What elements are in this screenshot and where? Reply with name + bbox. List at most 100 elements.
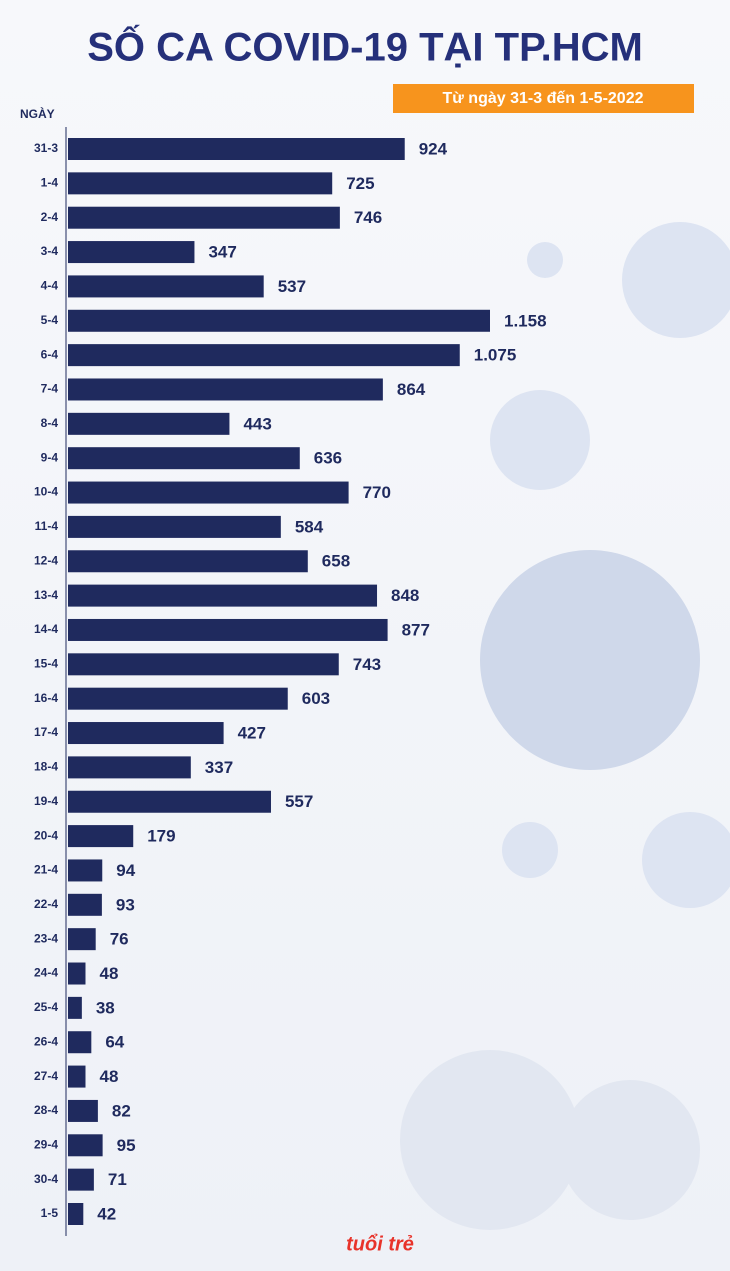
- data-label: 743: [353, 655, 381, 674]
- bar: [68, 1203, 84, 1225]
- data-label: 38: [96, 998, 115, 1017]
- data-label: 864: [397, 380, 426, 399]
- data-label: 93: [116, 895, 135, 914]
- y-tick-label: 10-4: [34, 485, 58, 499]
- data-label: 557: [285, 792, 313, 811]
- bar: [68, 1065, 86, 1088]
- y-tick-label: 2-4: [41, 210, 59, 224]
- decoration: [400, 222, 730, 1230]
- y-tick-label: 20-4: [34, 828, 58, 842]
- data-label: 658: [322, 552, 350, 571]
- bar: [68, 309, 490, 332]
- data-label: 64: [105, 1033, 124, 1052]
- subtitle-box: [393, 84, 694, 113]
- data-label: 725: [346, 174, 374, 193]
- y-tick-label: 21-4: [34, 863, 58, 877]
- y-tick-label: 6-4: [41, 347, 59, 361]
- data-label: 603: [302, 689, 330, 708]
- y-tick-label: 29-4: [34, 1137, 58, 1151]
- y-tick-label: 30-4: [34, 1172, 58, 1186]
- data-label: 179: [147, 827, 175, 846]
- bar: [68, 1134, 103, 1157]
- y-axis-label: NGÀY: [20, 106, 55, 121]
- bar: [68, 206, 340, 229]
- y-tick-label: 18-4: [34, 760, 58, 774]
- y-tick-label: 9-4: [41, 450, 59, 464]
- bar: [68, 481, 349, 504]
- data-label: 76: [110, 930, 129, 949]
- bar: [68, 515, 281, 538]
- y-tick-label: 19-4: [34, 794, 58, 808]
- data-label: 82: [112, 1101, 131, 1120]
- data-label: 443: [243, 414, 271, 433]
- y-tick-label: 22-4: [34, 897, 58, 911]
- bar: [68, 653, 339, 676]
- y-tick-label: 23-4: [34, 931, 58, 945]
- data-label: 636: [314, 449, 342, 468]
- data-label: 427: [238, 724, 266, 743]
- y-tick-label: 3-4: [41, 244, 59, 258]
- data-label: 337: [205, 758, 233, 777]
- data-label: 48: [99, 1067, 118, 1086]
- bar: [68, 825, 134, 848]
- bar: [68, 550, 308, 573]
- bar: [68, 1168, 94, 1191]
- logo: tuổi trẻ: [346, 1233, 414, 1255]
- bar: [68, 893, 102, 916]
- data-label: 71: [108, 1170, 127, 1189]
- data-label: 48: [99, 964, 118, 983]
- y-tick-label: 4-4: [41, 279, 59, 293]
- data-label: 924: [419, 139, 448, 158]
- bar: [68, 962, 86, 985]
- bar: [68, 378, 383, 401]
- y-tick-label: 12-4: [34, 553, 58, 567]
- bar: [68, 618, 388, 641]
- bar: [68, 996, 82, 1019]
- bar: [68, 584, 378, 607]
- bar: [68, 1031, 92, 1054]
- bar: [68, 447, 300, 470]
- bar: [68, 275, 264, 298]
- data-label: 347: [208, 243, 236, 262]
- bar: [68, 412, 230, 435]
- y-tick-label: 1-5: [41, 1206, 59, 1220]
- y-tick-label: 26-4: [34, 1034, 58, 1048]
- bar: [68, 928, 96, 951]
- subtitle: Từ ngày 31-3 đến 1-5-2022: [443, 90, 644, 107]
- y-tick-label: 28-4: [34, 1103, 58, 1117]
- data-label: 95: [117, 1136, 136, 1155]
- y-tick-label: 24-4: [34, 966, 58, 980]
- y-tick-label: 14-4: [34, 622, 58, 636]
- bar: [68, 138, 405, 160]
- data-label: 770: [363, 483, 391, 502]
- y-tick-label: 27-4: [34, 1069, 58, 1083]
- data-label: 584: [295, 517, 324, 536]
- data-label: 877: [402, 620, 430, 639]
- bar: [68, 344, 460, 367]
- y-tick-label: 17-4: [34, 725, 58, 739]
- bar: [68, 172, 333, 195]
- data-label: 94: [116, 861, 135, 880]
- data-label: 42: [97, 1204, 116, 1223]
- bar: [68, 687, 288, 710]
- data-label: 746: [354, 208, 382, 227]
- bar: [68, 722, 224, 745]
- y-tick-label: 13-4: [34, 588, 58, 602]
- data-label: 1.075: [474, 346, 517, 365]
- y-tick-label: 5-4: [41, 313, 59, 327]
- y-tick-label: 1-4: [41, 176, 59, 190]
- chart-title: SỐ CA COVID-19 TẠI TP.HCM: [87, 24, 643, 70]
- y-tick-label: 8-4: [41, 416, 59, 430]
- y-tick-label: 7-4: [41, 382, 59, 396]
- data-label: 848: [391, 586, 419, 605]
- y-tick-label: 15-4: [34, 656, 58, 670]
- bar: [68, 790, 271, 813]
- y-tick-label: 31-3: [34, 141, 58, 155]
- bar: [68, 859, 103, 882]
- data-label: 1.158: [504, 311, 547, 330]
- y-tick-label: 11-4: [35, 519, 59, 533]
- bar: [68, 756, 191, 779]
- bar: [68, 1099, 98, 1122]
- bar: [68, 241, 195, 264]
